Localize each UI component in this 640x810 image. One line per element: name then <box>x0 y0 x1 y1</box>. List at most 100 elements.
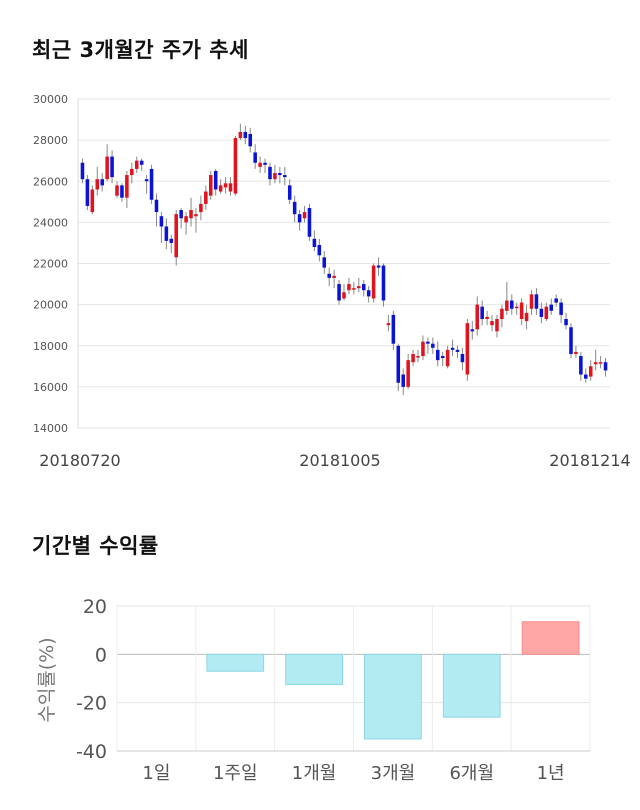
candle-body <box>584 374 588 379</box>
candle-body <box>500 308 504 320</box>
candle-body <box>440 356 445 359</box>
candle-body <box>371 265 376 299</box>
candle-body <box>253 152 257 163</box>
candle-body <box>569 327 573 354</box>
candle-body <box>435 349 440 361</box>
y-tick-label: 26000 <box>33 175 68 188</box>
candle-body <box>554 298 558 303</box>
candle-body <box>130 168 134 176</box>
candle-body <box>505 300 509 311</box>
candle-body <box>574 351 578 354</box>
candle-body <box>307 207 312 237</box>
return-bar <box>364 653 422 740</box>
candle-body <box>470 329 475 332</box>
candle-body <box>534 294 539 309</box>
candle-body <box>549 304 554 311</box>
candle-body <box>213 170 218 190</box>
candle-body <box>559 302 563 315</box>
candle-body <box>431 343 435 348</box>
return-bar <box>206 653 265 672</box>
candle-body <box>278 173 282 176</box>
candle-body <box>164 226 169 241</box>
candle-body <box>243 131 248 139</box>
return-bar <box>285 653 343 686</box>
candle-body <box>376 265 381 268</box>
candle-body <box>228 183 233 192</box>
candle-body <box>426 341 430 344</box>
candle-body <box>401 374 405 387</box>
candle-chart-title: 최근 3개월간 주가 추세 <box>32 38 249 62</box>
candle-body <box>283 175 287 178</box>
candle-body <box>204 191 208 204</box>
candlestick-chart: 14000 16000 18000 20000 22000 24000 26000 28000… <box>33 93 631 470</box>
candle-body <box>218 185 223 192</box>
candle-body <box>593 362 598 365</box>
candle-body <box>411 353 415 363</box>
x-tick-label: 1년 <box>537 763 565 784</box>
candle-body <box>292 201 297 215</box>
candle-body <box>455 349 460 352</box>
candle-body <box>302 212 307 219</box>
candle-body <box>342 292 346 299</box>
candle-body <box>268 166 272 180</box>
candle-body <box>194 214 198 217</box>
x-tick-label: 1일 <box>142 763 170 784</box>
y-tick-label: 22000 <box>33 258 68 271</box>
y-tick-label: 18000 <box>33 340 68 353</box>
candle-body <box>144 179 149 182</box>
y-tick-label: 14000 <box>33 422 68 435</box>
candle-body <box>273 173 277 180</box>
candle-body <box>85 179 90 206</box>
candle-body <box>90 189 95 213</box>
candle-body <box>524 312 529 322</box>
candle-body <box>391 314 396 344</box>
candle-body <box>480 306 484 320</box>
x-tick-label: 20181005 <box>299 451 380 470</box>
candle-body <box>139 160 144 165</box>
candle-body <box>490 321 494 326</box>
candle-body <box>208 175 213 196</box>
candle-body <box>588 366 593 377</box>
returns-chart-title: 기간별 수익률 <box>32 534 159 558</box>
candle-body <box>154 199 159 213</box>
return-bar <box>521 621 580 655</box>
return-bar <box>442 653 501 718</box>
candle-body <box>297 214 302 223</box>
candle-body <box>95 179 100 190</box>
candle-body <box>317 244 322 256</box>
candle-body <box>312 238 317 248</box>
candle-body <box>514 306 519 309</box>
candle-body <box>233 138 238 194</box>
candle-body <box>347 284 351 291</box>
candle-body <box>120 185 124 198</box>
y-tick-label: -40 <box>76 741 107 763</box>
x-tick-label: 1주일 <box>213 763 258 784</box>
y-tick-label: 20 <box>83 596 107 618</box>
candle-body <box>519 302 524 320</box>
y-axis-label: 수익률(%) <box>36 637 58 722</box>
candle-body <box>322 257 327 268</box>
candle-body <box>179 210 183 219</box>
candle-body <box>539 308 544 317</box>
candle-body <box>445 349 450 367</box>
candle-body <box>80 162 85 180</box>
candle-body <box>564 319 568 326</box>
candle-body <box>327 273 331 278</box>
candle-body <box>544 306 549 320</box>
candle-body <box>475 304 480 330</box>
candle-body <box>238 131 243 139</box>
candle-body <box>248 133 253 147</box>
candle-body <box>115 185 119 196</box>
candle-body <box>100 179 104 186</box>
candle-body <box>337 284 341 301</box>
candle-body <box>529 294 534 309</box>
candle-body <box>495 319 499 332</box>
candle-body <box>263 162 267 165</box>
candle-body <box>421 341 425 357</box>
candle-body <box>110 156 114 178</box>
candle-body <box>366 290 371 297</box>
x-tick-label: 20181214 <box>549 451 630 470</box>
candle-body <box>184 216 188 223</box>
candle-body <box>509 300 514 309</box>
